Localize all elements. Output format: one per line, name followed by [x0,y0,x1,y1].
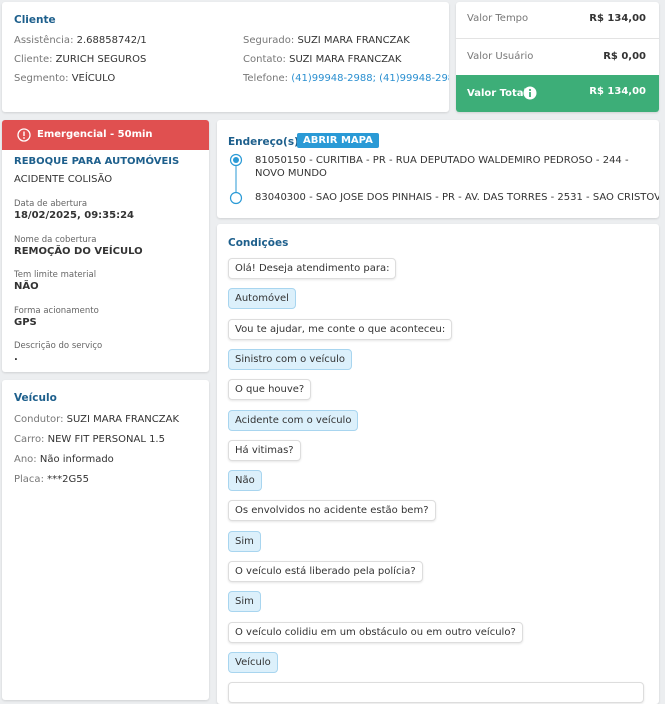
field-value: NÃO [14,281,39,292]
field-label: Contato: [243,54,286,65]
field-value: ***2G55 [47,474,89,485]
valores-card: Valor Tempo R$ 134,00 Valor Usuário R$ 0… [456,2,659,112]
message-bubble: Olá! Deseja atendimento para: [228,258,397,279]
valor-amount: R$ 134,00 [589,13,646,24]
field-label: Segurado: [243,35,295,46]
field-value: SUZI MARA FRANCZAK [297,35,410,46]
info-icon[interactable] [523,86,537,100]
valor-label: Valor Total [467,88,527,99]
field-value: Não informado [39,454,114,465]
field-row: Telefone: (41)99948-2988; (41)99948-2988 [243,73,449,84]
message-bubble: Vou te ajudar, me conte o que aconteceu: [228,318,453,340]
message-bubble: Há vitimas? [228,439,301,461]
field-label: Condutor: [14,414,64,425]
field-row: Segurado: SUZI MARA FRANCZAK [243,35,410,46]
message-bubble: Sim [228,591,261,613]
timeline [229,153,243,205]
valor-amount: R$ 0,00 [603,51,646,62]
message-bubble: Automóvel [228,288,296,310]
field-row: Assistência: 2.68858742/1 [14,35,147,46]
field-label: Segmento: [14,73,69,84]
field-label: Data de abertura [14,199,88,209]
field-label: Carro: [14,434,45,445]
field-label: Descrição do serviço [14,341,103,351]
endereco-card: Endereço(s) ABRIR MAPA 81050150 - CURITI… [217,120,659,218]
field-label: Ano: [14,454,37,465]
field-value: REMOÇÃO DO VEÍCULO [14,245,143,257]
service-title: REBOQUE PARA AUTOMÓVEIS [14,156,180,167]
field-value: . [14,352,18,363]
field-label: Cliente: [14,54,53,65]
veiculo-card: Veículo Condutor: SUZI MARA FRANCZAK Carr… [2,380,209,700]
field-value: ZURICH SEGUROS [55,54,147,65]
message-bubble: O que houve? [228,379,312,401]
message-bubble: Veículo [228,651,278,673]
card-title: Cliente [14,14,56,26]
field-value: NEW FIT PERSONAL 1.5 [47,434,165,445]
field-value: VEÍCULO [71,73,116,84]
field-label: Assistência: [14,35,74,46]
message-bubble: Não [228,470,262,492]
open-map-button[interactable]: ABRIR MAPA [297,133,379,148]
field-label: Forma acionamento [14,305,99,316]
message-bubble [228,682,644,703]
message-bubble: O veículo está liberado pela polícia? [228,561,423,582]
field-label: Telefone: [243,73,288,84]
condicoes-card: Condições Olá! Deseja atendimento para: A… [217,224,659,704]
card-title: Condições [228,237,289,249]
message-bubble: Sim [228,530,261,552]
field-label: Tem limite material [14,270,97,280]
field-row: Contato: SUZI MARA FRANCZAK [243,54,401,65]
field-row: Condutor: SUZI MARA FRANCZAK [14,414,179,425]
field-value: (41)99948-2988; (41)99948-2988 [291,73,449,84]
field-value: 18/02/2025, 09:35:24 [14,210,134,221]
valor-label: Valor Usuário [467,51,534,62]
field-value: GPS [14,316,37,328]
field-value: SUZI MARA FRANCZAK [289,54,402,65]
valor-label: Valor Tempo [467,13,529,24]
message-bubble: Sinistro com o veículo [228,348,352,370]
servico-card: Emergencial - 50min REBOQUE PARA AUTOMÓV… [2,120,209,372]
field-label: Placa: [14,474,44,485]
field-value: 2.68858742/1 [76,35,147,46]
field-row: Placa: ***2G55 [14,474,89,485]
field-row: Cliente: ZURICH SEGUROS [14,54,146,65]
field-value: SUZI MARA FRANCZAK [66,414,180,425]
badge: Emergencial - 50min [37,129,153,140]
message-bubble: Acidente com o veículo [228,409,359,431]
card-title: Endereço(s) [228,136,299,148]
field-row: Ano: Não informado [14,454,114,465]
message-bubble: O veículo colidiu em um obstáculo ou em … [228,621,523,643]
message-bubble: Os envolvidos no acidente estão bem? [228,500,436,522]
address: 83040300 - SAO JOSE DOS PINHAIS - PR - A… [255,192,659,203]
field-label: Nome da cobertura [14,234,97,245]
address: 81050150 - CURITIBA - PR - RUA DEPUTADO … [255,155,629,179]
field-row: Segmento: VEÍCULO [14,73,115,84]
field-row: Carro: NEW FIT PERSONAL 1.5 [14,434,165,445]
service-subtitle: ACIDENTE COLISÃO [14,174,113,185]
alert-icon [17,128,31,142]
cliente-card: Cliente Assistência: 2.68858742/1 Cliente… [2,2,449,112]
valor-amount: R$ 134,00 [589,86,646,97]
card-title: Veículo [14,392,57,404]
